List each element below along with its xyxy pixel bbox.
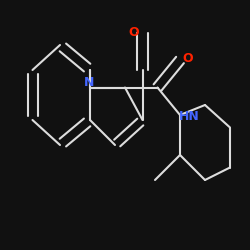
Text: HN: HN <box>179 110 200 123</box>
Text: O: O <box>128 26 139 39</box>
Text: O: O <box>183 52 193 65</box>
Text: N: N <box>84 76 94 89</box>
